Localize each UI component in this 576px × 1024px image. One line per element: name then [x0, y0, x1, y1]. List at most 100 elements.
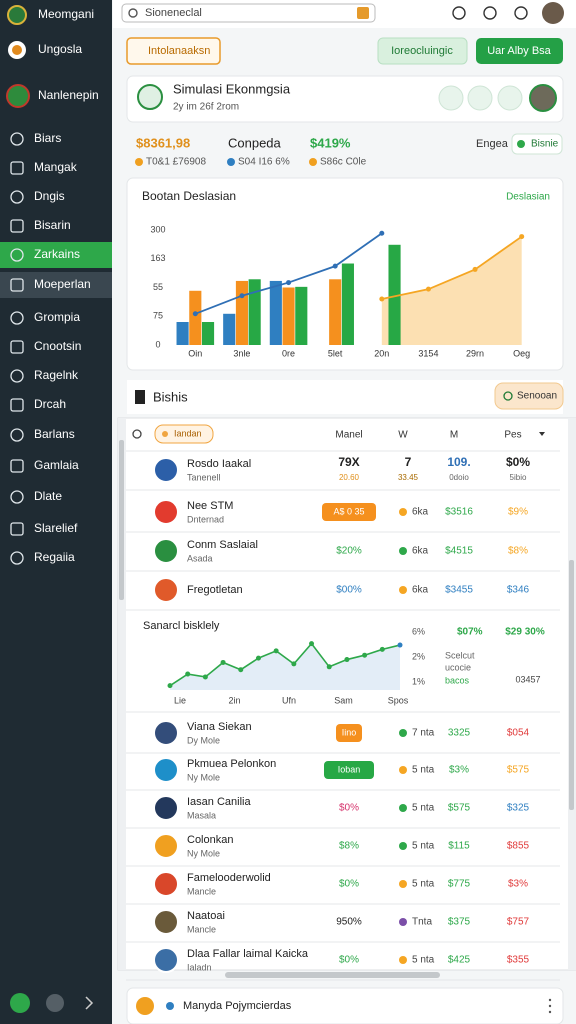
button-label[interactable]: Senooan — [517, 391, 557, 402]
row-avatar — [153, 757, 179, 783]
cell-sub: 5ibio — [510, 473, 527, 482]
nav-item[interactable]: Slarelief — [34, 521, 78, 535]
cell-value: $575 — [507, 765, 530, 776]
button-label[interactable]: Ioreocluingic — [391, 45, 453, 57]
nav-item[interactable]: Regaiia — [34, 550, 75, 564]
top-icon[interactable] — [514, 6, 528, 20]
row-name[interactable]: Colonkan — [187, 834, 233, 846]
avatar[interactable] — [542, 2, 564, 24]
row-avatar — [153, 909, 179, 935]
filter-label[interactable]: Iandan — [174, 428, 202, 438]
row-name[interactable]: Conm Saslaial — [187, 539, 258, 551]
status-pill[interactable] — [324, 761, 374, 779]
top-icon[interactable] — [452, 6, 466, 20]
nav-item[interactable]: Biars — [34, 131, 61, 145]
status-dot — [399, 586, 407, 594]
menu-dots[interactable] — [548, 1004, 552, 1008]
nav-item[interactable]: Dngis — [34, 189, 65, 203]
nav-item[interactable]: Mangak — [34, 160, 78, 174]
nav-item[interactable]: Dlate — [34, 489, 62, 503]
y-tick-label: 163 — [150, 253, 165, 263]
nav-item[interactable]: Ragelnk — [34, 368, 79, 382]
card-action[interactable] — [438, 85, 464, 111]
footer-button[interactable] — [10, 993, 30, 1013]
row-sub: Tanenell — [187, 472, 221, 482]
nav-active — [0, 242, 112, 268]
row-name[interactable]: Viana Siekan — [187, 721, 252, 733]
row-name[interactable]: Pkmuea Pelonkon — [187, 758, 276, 770]
chart-legend: Deslasian — [506, 192, 550, 203]
button-label[interactable]: Bisnie — [531, 139, 559, 150]
column-header: M — [450, 430, 458, 441]
button[interactable] — [126, 37, 221, 65]
filter-chip[interactable] — [154, 424, 214, 444]
line-point — [273, 648, 279, 654]
nav-item[interactable]: Ungosla — [38, 42, 82, 56]
row-sub: Ialadn — [187, 962, 212, 972]
card-icon — [137, 84, 163, 110]
status-pill[interactable] — [322, 503, 376, 521]
row-name[interactable]: Nee STM — [187, 500, 233, 512]
row-name[interactable]: Famelooderwolid — [187, 872, 271, 884]
status-pill[interactable] — [336, 724, 362, 742]
x-tick-label: 2in — [228, 695, 240, 705]
nav-item[interactable]: Drcah — [34, 397, 66, 411]
x-tick-label: 5let — [328, 348, 343, 358]
footer-arrow[interactable] — [85, 996, 94, 1010]
button-label[interactable]: Uar Alby Bsa — [487, 45, 551, 57]
button-label[interactable]: Intolanaaksn — [148, 45, 210, 57]
row-name[interactable]: Fregotletan — [187, 584, 243, 596]
card-action[interactable] — [497, 85, 523, 111]
bottom-text[interactable]: Manyda Pojymcierdas — [183, 1000, 292, 1012]
search-icon — [128, 8, 138, 18]
pill-label[interactable]: Iino — [342, 727, 357, 737]
pill-label[interactable]: A$ 0 35 — [333, 506, 364, 516]
status-dot — [399, 508, 407, 516]
line-point — [344, 657, 350, 663]
cell-value: $3516 — [445, 507, 473, 518]
settings-icon — [132, 429, 142, 439]
line-point — [291, 661, 297, 667]
search-box[interactable] — [121, 3, 376, 23]
row-name[interactable]: Rosdo Iaakal — [187, 458, 251, 470]
row-name[interactable]: Naatoai — [187, 910, 225, 922]
menu-dots[interactable] — [548, 1010, 552, 1014]
nav-item[interactable]: Cnootsin — [34, 339, 81, 353]
stat-value: $419% — [310, 135, 351, 150]
h-scroll-thumb[interactable] — [225, 972, 440, 978]
chip-dot — [162, 431, 168, 437]
pill-label[interactable]: Ioban — [338, 764, 361, 774]
line-point — [519, 234, 525, 240]
row-name[interactable]: Dlaa Fallar laimal Kaicka — [187, 948, 309, 960]
top-icon[interactable] — [483, 6, 497, 20]
button[interactable] — [511, 133, 563, 155]
cell-text: 6ka — [412, 546, 429, 557]
nav-item[interactable]: Zarkains — [34, 247, 80, 261]
scroll-thumb[interactable] — [119, 440, 124, 600]
menu-dots[interactable] — [548, 998, 552, 1002]
item-icon — [12, 45, 22, 55]
nav-item[interactable]: Bisarin — [34, 218, 71, 232]
nav-item[interactable]: Grompia — [34, 310, 80, 324]
sort-icon[interactable] — [539, 432, 545, 436]
nav-icon — [10, 132, 24, 146]
line-point — [326, 664, 332, 670]
card-action[interactable] — [467, 85, 493, 111]
nav-item[interactable]: Nanlenepin — [38, 88, 99, 102]
nav-item[interactable]: Barlans — [34, 427, 75, 441]
cell-value: 79X — [338, 455, 359, 469]
search-placeholder[interactable]: Sioneneclal — [145, 7, 202, 19]
row-name[interactable]: Iasan Canilia — [187, 796, 251, 808]
button[interactable] — [377, 37, 468, 65]
button[interactable] — [494, 382, 564, 410]
nav-item[interactable]: Gamlaia — [34, 458, 79, 472]
footer-button[interactable] — [46, 994, 64, 1012]
line-point — [239, 293, 245, 299]
button[interactable] — [476, 38, 563, 64]
nav-item[interactable]: Moeperlan — [34, 277, 91, 291]
scroll-thumb[interactable] — [569, 560, 574, 810]
status-dot — [399, 842, 407, 850]
cell-value: 3325 — [448, 728, 471, 739]
